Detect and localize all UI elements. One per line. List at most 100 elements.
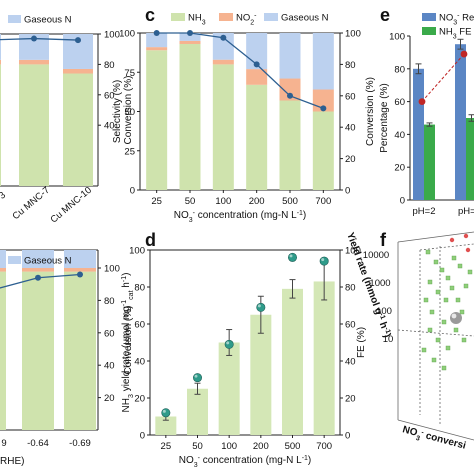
panel-c-bar-0-2 [212,64,234,190]
panel-f-point-13 [455,297,461,303]
panel-d-ytick-right-label-3: 60 [345,320,356,331]
panel-f-grid-3 [397,329,474,337]
panel-c-xtick-label-4: 500 [282,196,298,207]
panel-e-legend-rem: NO3- Rem [439,12,474,26]
panel-d-ytick-label-3: 60 [134,320,145,331]
panel-d-xtick-label-1: 50 [192,441,203,452]
panel-f-point-1 [433,259,439,265]
panel-d-ytick-right-label-4: 80 [345,283,356,294]
panel-c-ylabel-right: Conversion (%) [365,77,376,146]
panel-c-ytick-right-label-5: 100 [345,29,361,40]
panel-b-bar-2-1 [22,250,54,268]
panel-c-conversion-line [156,32,324,109]
panel-b-ytick-label-1: 80 [104,296,115,307]
panel-c-bar-0-5 [312,111,334,190]
panel-b-bar-0-1 [22,271,54,430]
panel-b-legend-gaseous: Gaseous N [24,256,72,267]
panel-d-bar-5 [313,281,335,435]
panel-d-xtick-label-3: 200 [253,441,269,452]
panel-d-fe-point-3-highlight [257,304,261,308]
panel-d-bar-2 [218,342,240,435]
panel-b-ylabel-right: Conversion (%) [123,306,134,375]
panel-c-conversion-point-4 [287,92,293,99]
panel-c-ytick-label-1: 25 [124,146,135,157]
panel-c-conversion-point-3 [253,61,260,68]
panel-d-fe-point-2-highlight [226,341,230,345]
panel-b-xlabel-fragment: RHE) [0,456,24,467]
panel-b-xtick-1: -0.64 [27,438,49,449]
panel-c-xtick-label-5: 700 [315,196,331,207]
panel-c-conversion-point-1 [187,30,193,36]
panel-f-point-7 [451,255,457,261]
panel-f-point-17 [445,345,451,351]
panel-a-ylabel-right: Conversion (%) [123,76,134,145]
panel-b-conversion-point-1 [35,274,41,281]
panel-f-red-point-0 [463,233,469,239]
panel-a-ytick-label-1: 80 [104,60,115,71]
panel-d-fe-point-1-highlight [194,374,198,378]
panel-c-xlabel: NO3- concentration (mg-N L-1) [174,210,307,224]
panel-f-point-12 [449,285,455,291]
panel-f-letter: f [380,230,387,250]
panel-c-legend-swatch-no2 [219,13,233,21]
panel-c-legend-gaseous: Gaseous N [281,13,329,24]
panel-c-bar-2-0 [146,33,168,48]
panel-b-conversion-point-2 [77,271,83,278]
panel-b-bar-1-1 [22,268,54,272]
panel-f-point-16 [435,337,441,343]
panel-f-point-3 [445,275,451,281]
panel-c-legend-swatch-gaseous [264,13,278,21]
panel-b-xtick-2: -0.69 [69,438,91,449]
panel-b-ytick-label-3: 40 [104,361,115,372]
panel-d-fe-point-4-highlight [289,254,293,258]
panel-e-red-point-1 [460,50,468,58]
panel-f-xlabel: NO3- conversi [401,424,468,454]
panel-a-bar-0-0 [0,64,1,186]
panel-c-ytick-label-3: 75 [124,68,135,79]
panel-c-xtick-label-3: 200 [249,196,265,207]
panel-f-point-2 [439,267,445,273]
panel-e-ytick-label-0: 0 [400,196,405,207]
panel-b-bar-1-0 [0,268,6,272]
panel-e-red-point-0 [418,98,426,105]
panel-c-ylabel: Selectivity (%) [112,80,123,143]
panel-c-bar-1-4 [279,78,301,101]
panel-f-point-0 [425,249,431,255]
panel-d-xtick-label-5: 700 [316,441,332,452]
panel-b-bar-2-0 [0,250,6,268]
panel-d-fe-point-2 [224,339,234,349]
panel-c-bar-0-0 [146,50,168,190]
panel-c-bar-1-1 [179,40,201,44]
panel-e-xtick-1: pH= [458,206,474,217]
panel-d-ytick-label-4: 80 [134,283,145,294]
panel-d-ytick-right-label-5: 100 [345,246,361,257]
panel-f-grid-1 [419,243,474,251]
panel-e-bar-rem-1 [455,44,466,201]
panel-a-bar-0-1 [19,64,49,186]
panel-d-fe-point-5-highlight [321,258,325,262]
panel-c-bar-0-1 [179,43,201,190]
panel-d-ytick-right-label-2: 40 [345,357,356,368]
panel-c-conversion-point-0 [153,30,160,36]
panel-f-edge-top [397,231,474,243]
panel-c-ytick-right-label-1: 20 [345,154,356,165]
panel-c-bar-1-2 [212,59,234,65]
panel-a-legend-gaseous: Gaseous N [24,15,72,26]
panel-d-ytick-label-5: 100 [129,246,145,257]
panel-d-ytick-right-label-1: 20 [345,394,356,405]
panel-d-fe-point-4 [287,252,297,262]
panel-f-point-6 [443,297,449,303]
panel-c-xtick-label-0: 25 [151,196,162,207]
panel-f-point-23 [463,283,469,289]
panel-c-ytick-right-label-0: 0 [345,186,350,197]
panel-c-bar-1-3 [246,69,268,85]
panel-d-fe-point-3 [256,302,266,312]
panel-b-ytick-label-0: 100 [104,264,120,275]
panel-d-xtick-label-4: 500 [285,441,301,452]
panel-d-ylabel: NH3 yield rate (μmol mg-1cat h-1) [121,273,135,413]
panel-d-bar-4 [282,288,303,435]
panel-d-xtick-label-0: 25 [161,441,172,452]
panel-d-fe-point-1 [193,373,203,383]
panel-f-point-19 [461,337,467,343]
panel-a-xtick-1: Cu MNC-7 [10,185,51,222]
